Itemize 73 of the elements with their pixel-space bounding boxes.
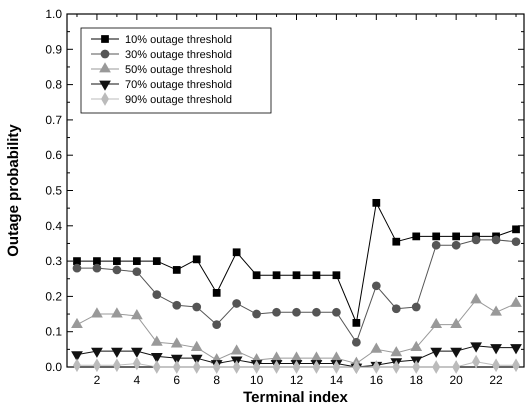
legend-label: 50% outage threshold	[125, 64, 232, 76]
x-axis-title: Terminal index	[243, 389, 349, 406]
x-tick-label: 14	[330, 373, 344, 387]
y-tick-label: 0.7	[45, 112, 62, 127]
point	[512, 225, 520, 234]
y-tick-label: 0.4	[45, 218, 62, 233]
point	[352, 319, 360, 327]
legend-label: 10% outage threshold	[125, 34, 232, 46]
point	[252, 271, 260, 280]
point	[132, 267, 142, 276]
y-tick-label: 0.5	[45, 184, 62, 198]
x-tick-label: 6	[173, 373, 180, 387]
point	[352, 338, 361, 347]
point	[412, 302, 421, 312]
x-tick-label: 2	[94, 373, 101, 387]
point	[432, 240, 441, 250]
point	[472, 236, 480, 244]
point	[452, 240, 461, 250]
x-tick-label: 20	[449, 373, 464, 387]
point	[272, 308, 281, 317]
point	[92, 264, 102, 273]
point	[212, 320, 222, 329]
point	[132, 257, 141, 265]
point	[93, 257, 101, 265]
point	[113, 257, 121, 265]
x-tick-label: 4	[134, 373, 141, 387]
point	[172, 300, 182, 310]
point	[232, 299, 241, 308]
y-axis-title: Outage probability	[5, 124, 22, 257]
y-tick-label: 0.0	[45, 360, 62, 374]
point	[332, 271, 340, 280]
legend-label: 30% outage threshold	[125, 49, 232, 61]
point	[372, 198, 380, 207]
point	[172, 266, 181, 274]
y-tick-label: 0.2	[45, 289, 62, 304]
point	[372, 281, 381, 290]
point	[452, 232, 460, 240]
point	[152, 290, 162, 299]
point	[412, 232, 420, 240]
point	[252, 310, 261, 318]
y-tick-label: 0.8	[45, 78, 62, 92]
x-tick-label: 8	[213, 373, 220, 387]
point	[212, 288, 221, 297]
point	[492, 236, 500, 244]
point	[292, 308, 301, 317]
point	[332, 308, 341, 317]
point	[432, 232, 440, 240]
point	[73, 257, 81, 265]
x-tick-label: 22	[489, 373, 504, 387]
point	[192, 255, 201, 264]
point	[292, 271, 300, 280]
x-tick-label: 18	[410, 373, 424, 387]
point	[272, 271, 280, 280]
point	[392, 304, 401, 314]
point	[512, 237, 520, 246]
y-tick-label: 0.1	[45, 324, 62, 339]
point	[232, 248, 240, 256]
y-tick-label: 0.9	[45, 42, 62, 56]
legend-label: 70% outage threshold	[125, 79, 232, 91]
y-tick-label: 0.6	[45, 148, 62, 162]
point	[72, 264, 82, 273]
point	[392, 238, 400, 246]
point	[312, 308, 321, 317]
legend-label: 90% outage threshold	[125, 94, 232, 106]
point	[192, 302, 202, 312]
x-tick-label: 10	[250, 373, 264, 387]
point	[112, 266, 122, 274]
point	[312, 271, 320, 280]
x-tick-label: 12	[290, 373, 304, 387]
x-tick-label: 16	[370, 373, 384, 387]
y-tick-label: 1.0	[45, 7, 62, 21]
point	[152, 257, 161, 265]
y-tick-label: 0.3	[45, 254, 62, 268]
